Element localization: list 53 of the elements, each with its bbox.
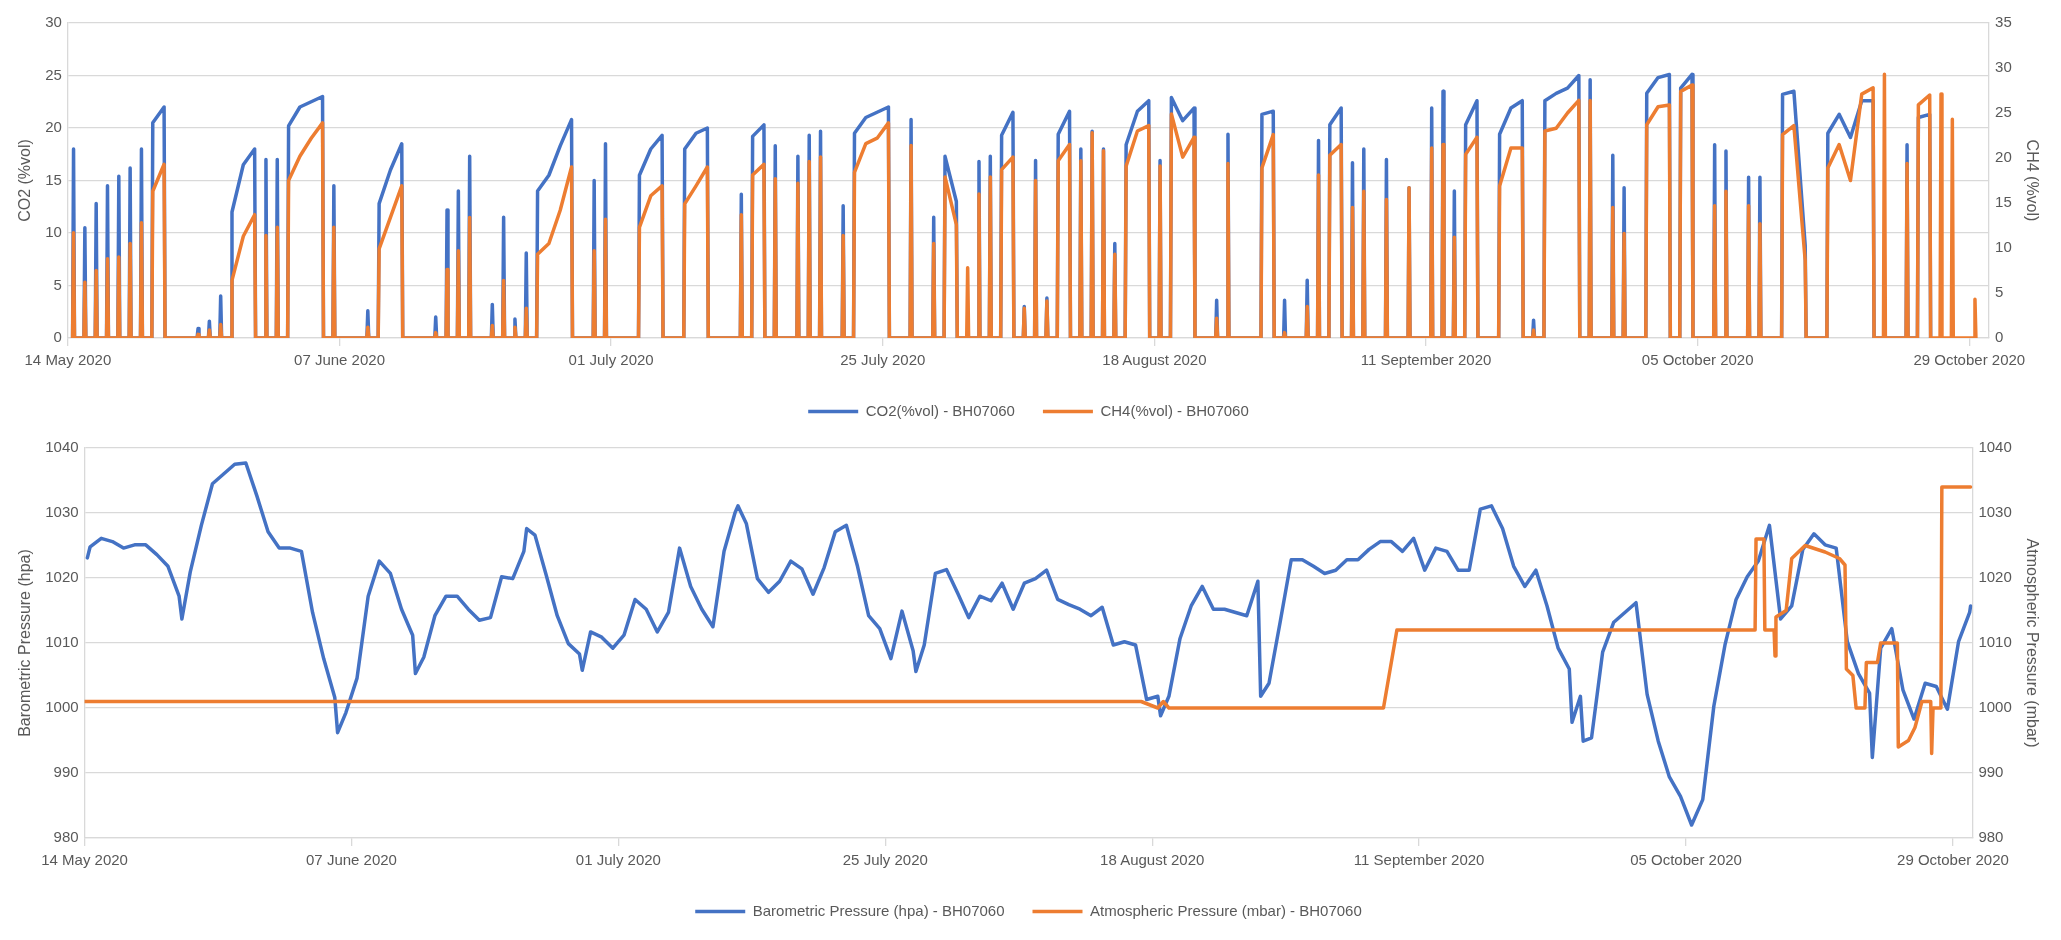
x-tick-label: 01 July 2020	[575, 851, 661, 869]
y-tick-label: 5	[53, 275, 62, 293]
y2-tick-label: 1030	[1978, 503, 2012, 521]
x-tick-label: 29 October 2020	[1913, 351, 2026, 369]
y-axis-title: Barometric Pressure (hpa)	[16, 549, 34, 737]
y-tick-label: 1030	[45, 503, 79, 521]
y2-tick-label: 15	[1995, 193, 2012, 211]
y2-axis-title: Atmospheric Pressure (mbar)	[2023, 538, 2041, 748]
legend-label: CH4(%vol) - BH07060	[1100, 401, 1249, 419]
y2-tick-label: 1000	[1978, 698, 2012, 716]
y2-tick-label: 1010	[1978, 633, 2012, 651]
legend-label: Atmospheric Pressure (mbar) - BH07060	[1090, 901, 1362, 919]
y2-tick-label: 1020	[1978, 568, 2012, 586]
x-tick-label: 14 May 2020	[41, 851, 128, 869]
y2-tick-label: 1040	[1978, 438, 2012, 456]
y-tick-label: 980	[53, 828, 79, 846]
x-tick-label: 07 June 2020	[306, 851, 397, 869]
y2-tick-label: 35	[1995, 13, 2012, 31]
y-axis-title: CO2 (%vol)	[16, 139, 34, 222]
x-tick-label: 01 July 2020	[568, 351, 654, 369]
y2-tick-label: 30	[1995, 58, 2012, 76]
y2-tick-label: 990	[1978, 763, 2004, 781]
y2-tick-label: 25	[1995, 103, 2012, 121]
y2-tick-label: 980	[1978, 828, 2004, 846]
x-tick-label: 11 September 2020	[1353, 851, 1485, 869]
y-tick-label: 1040	[45, 438, 79, 456]
y-tick-label: 30	[45, 13, 62, 31]
x-tick-label: 29 October 2020	[1897, 851, 2009, 869]
legend-label: CO2(%vol) - BH07060	[865, 401, 1015, 419]
y-tick-label: 0	[53, 328, 62, 346]
y2-tick-label: 0	[1995, 328, 2004, 346]
y2-tick-label: 20	[1995, 148, 2012, 166]
x-tick-label: 25 July 2020	[840, 351, 926, 369]
x-tick-label: 05 October 2020	[1641, 351, 1754, 369]
legend-label: Barometric Pressure (hpa) - BH07060	[752, 901, 1005, 919]
x-tick-label: 07 June 2020	[294, 351, 385, 369]
y2-tick-label: 10	[1995, 238, 2012, 256]
y-tick-label: 15	[45, 170, 62, 188]
y-tick-label: 1010	[45, 633, 79, 651]
x-tick-label: 18 August 2020	[1102, 351, 1207, 369]
y-tick-label: 990	[53, 763, 79, 781]
x-tick-label: 05 October 2020	[1630, 851, 1742, 869]
y-tick-label: 1000	[45, 698, 79, 716]
x-tick-label: 11 September 2020	[1360, 351, 1492, 369]
y-tick-label: 20	[45, 118, 62, 136]
y-tick-label: 10	[45, 223, 62, 241]
x-tick-label: 25 July 2020	[842, 851, 928, 869]
x-tick-label: 18 August 2020	[1100, 851, 1205, 869]
y-tick-label: 25	[45, 65, 62, 83]
y2-axis-title: CH4 (%vol)	[2023, 139, 2041, 222]
y-tick-label: 1020	[45, 568, 79, 586]
x-tick-label: 14 May 2020	[24, 351, 112, 369]
y2-tick-label: 5	[1995, 283, 2004, 301]
